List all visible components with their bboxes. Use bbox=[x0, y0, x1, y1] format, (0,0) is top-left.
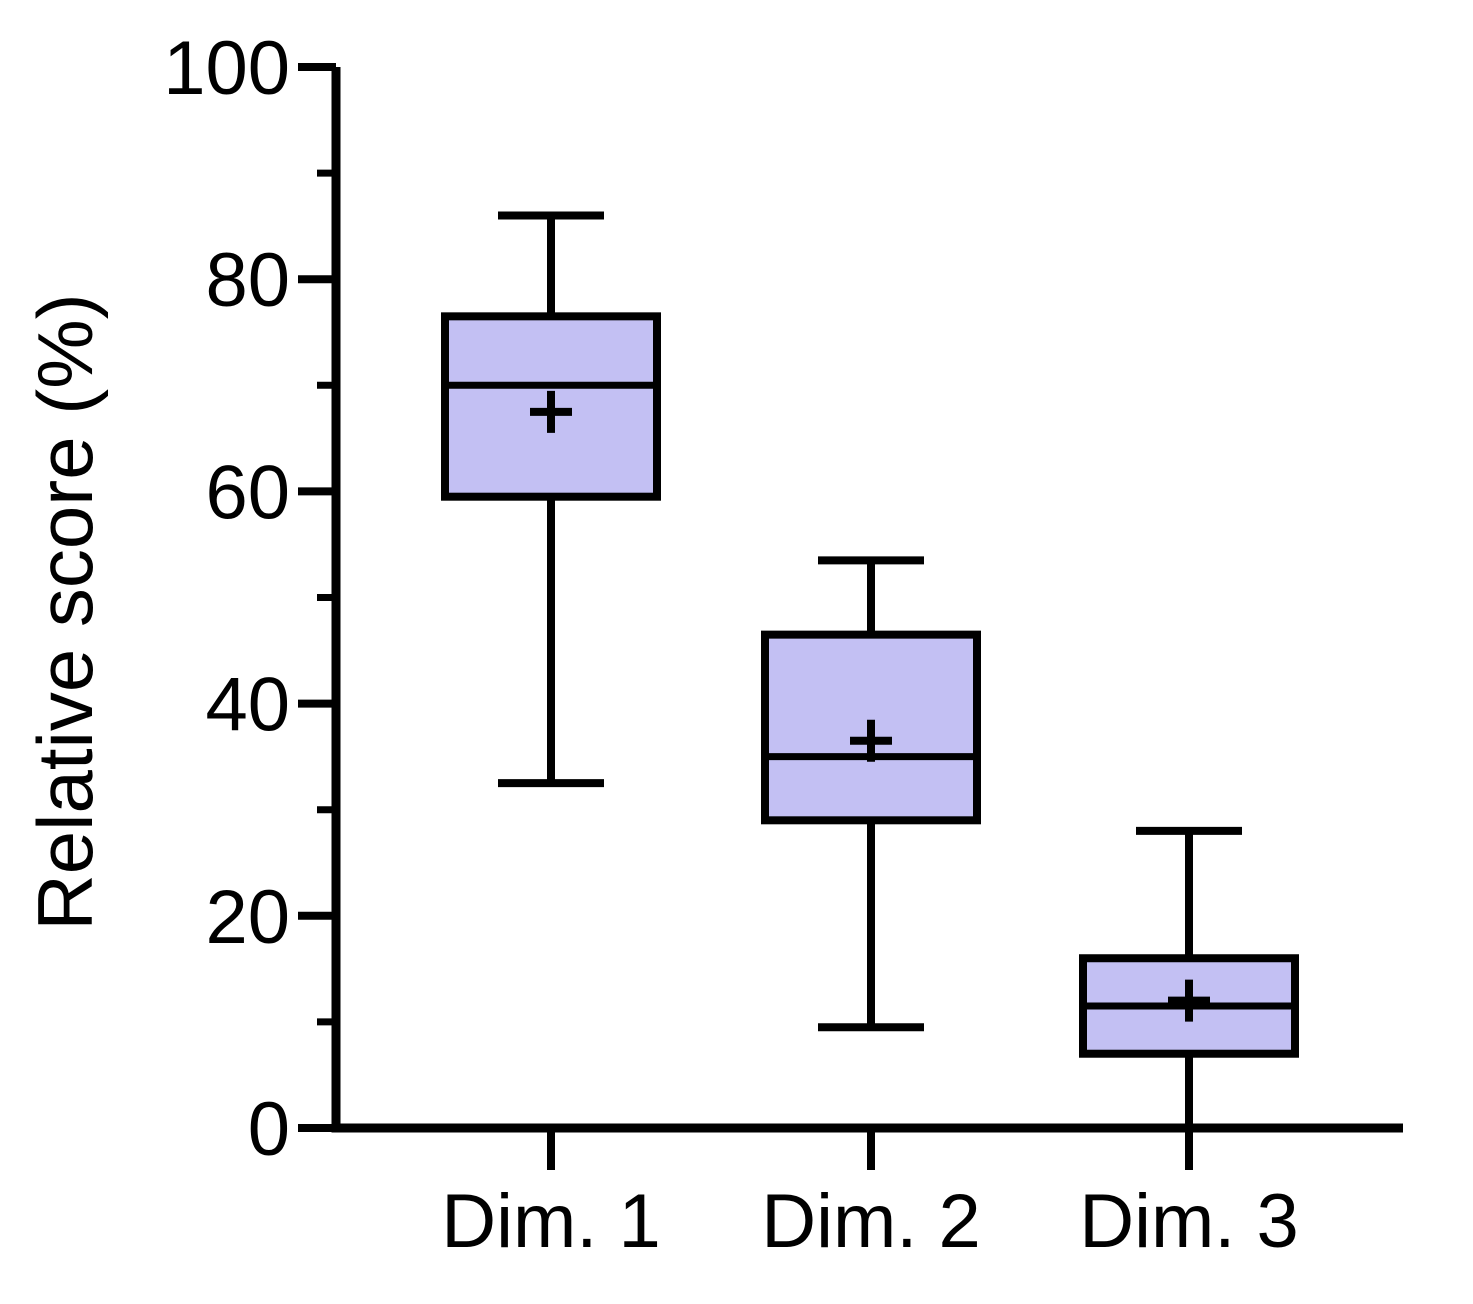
x-category-label: Dim. 3 bbox=[1079, 1179, 1299, 1264]
y-tick-label: 0 bbox=[248, 1087, 290, 1172]
y-tick-label: 60 bbox=[205, 450, 290, 535]
box-rect bbox=[441, 312, 661, 501]
x-category-label: Dim. 1 bbox=[441, 1179, 661, 1264]
y-tick-label: 100 bbox=[163, 26, 290, 111]
y-axis-title: Relative score (%) bbox=[21, 293, 109, 930]
y-tick-label: 20 bbox=[205, 875, 290, 960]
x-category-label: Dim. 2 bbox=[761, 1179, 981, 1264]
y-tick-label: 80 bbox=[205, 238, 290, 323]
y-tick-label: 40 bbox=[205, 663, 290, 748]
